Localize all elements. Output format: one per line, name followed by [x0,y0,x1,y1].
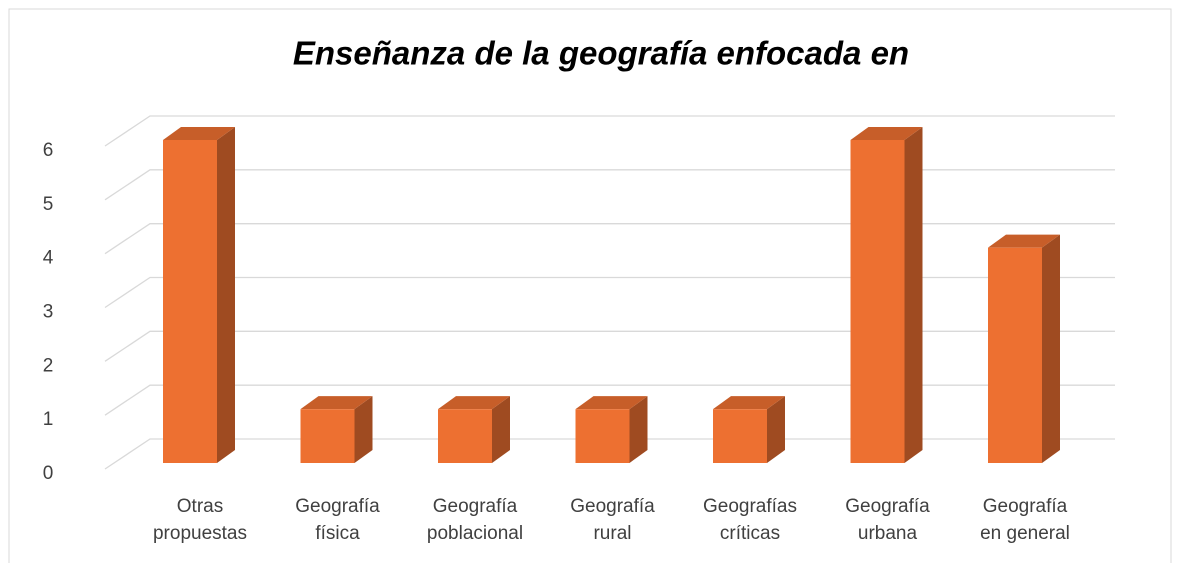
bar [713,396,785,463]
y-tick-label: 2 [43,355,54,376]
bar-front [575,409,630,463]
bar-top [163,127,235,140]
grid-line [104,276,1115,309]
bar-side [1042,234,1060,463]
x-tick-label-line: Geografía [433,496,518,517]
grid-line [104,438,1115,470]
bar-side [354,396,373,463]
x-tick-label-line: propuestas [153,523,247,544]
x-tick-label: Geografía urbana [845,496,930,544]
y-tick-label: 3 [43,302,54,323]
bar-side [629,396,648,463]
x-tick-label-line: rural [593,523,631,544]
bar-front [438,409,492,463]
bar-top [438,396,510,410]
bar-front [163,140,217,463]
x-tick-label: Geografías críticas [703,496,797,544]
bar [575,396,648,463]
bar-side [904,127,923,463]
bar-top [713,396,785,410]
x-tick-label-line: Geografías [703,496,797,517]
grid-line [104,169,1115,201]
bar-front [713,409,767,463]
bar-side [492,396,510,463]
bar [438,396,510,463]
bar-side [767,396,785,463]
bar-top [988,234,1060,248]
grid-line [104,384,1115,416]
x-tick-label-line: Geografía [845,496,930,517]
bar [300,396,373,463]
bar-top [300,396,373,410]
x-tick-label-line: urbana [858,523,918,544]
bar-front [988,247,1042,463]
x-tick-label-line: Geografía [983,496,1068,517]
grid-line [104,115,1115,147]
x-tick-label: Geografía en general [980,496,1070,544]
x-tick-label-line: Geografía [570,496,655,517]
x-tick-label-line: críticas [720,523,780,544]
x-tick-label: Geografía física [295,496,380,544]
x-tick-label-line: en general [980,523,1070,544]
bar [163,127,235,463]
x-tick-label-line: Geografía [295,496,380,517]
y-tick-label: 1 [43,409,54,430]
grid-line [104,223,1115,255]
x-tick-label-line: poblacional [427,523,523,544]
bar-side [217,127,235,463]
x-tick-label: Otras propuestas [153,496,247,544]
bar-front [850,140,905,463]
bar-top [850,127,923,140]
y-tick-label: 5 [43,194,54,215]
y-tick-label: 0 [43,463,54,484]
y-tick-label: 6 [43,140,54,161]
bar-front [300,409,355,463]
x-tick-label-line: Otras [177,496,223,517]
x-tick-label-line: física [315,523,360,544]
chart-title: Enseñanza de la geografía enfocada en [293,35,909,72]
x-tick-label: Geografía rural [570,496,655,544]
bar [988,234,1060,463]
bar-top [575,396,648,410]
x-tick-label: Geografía poblacional [427,496,523,544]
y-tick-label: 4 [43,248,54,269]
bar [850,127,923,463]
grid-line [104,330,1115,362]
